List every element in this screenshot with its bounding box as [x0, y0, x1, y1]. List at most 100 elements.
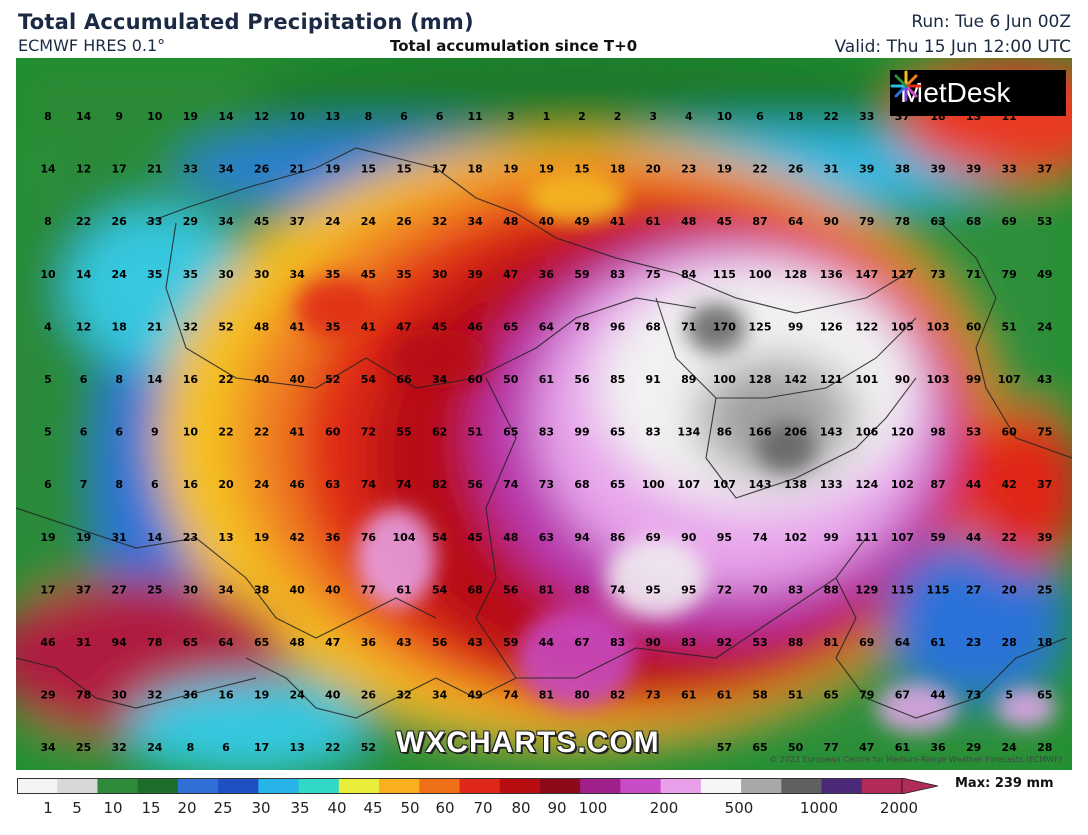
precipitation-map[interactable]: 8 14 9 10 19 14 12 10 13 8 6 6 11 3 1 2 2 3 4 10 6 18 22 33 37 18…: [16, 58, 1072, 770]
grid-value: 59: [503, 636, 518, 649]
grid-value: 37: [1037, 163, 1052, 176]
grid-value: 65: [752, 741, 767, 754]
grid-value: 6: [80, 426, 88, 439]
grid-value: 83: [610, 268, 625, 281]
grid-value: 47: [503, 268, 518, 281]
grid-value: 34: [290, 268, 306, 281]
grid-value: 128: [784, 268, 807, 281]
grid-value: 115: [927, 583, 950, 596]
grid-value: 30: [218, 268, 234, 281]
grid-value: 5: [44, 373, 52, 386]
grid-value: 77: [824, 741, 839, 754]
grid-value: 6: [222, 741, 230, 754]
grid-value: 68: [468, 583, 483, 596]
color-scale-segment: [97, 778, 139, 794]
grid-value: 48: [503, 531, 518, 544]
grid-value: 96: [610, 320, 626, 333]
color-scale-segment: [821, 778, 863, 794]
grid-value: 8: [115, 478, 123, 491]
metdesk-burst-icon: [890, 70, 922, 102]
grid-value: 98: [930, 426, 945, 439]
model-label: ECMWF HRES 0.1°: [18, 36, 166, 55]
grid-value: 49: [574, 215, 589, 228]
grid-value: 22: [218, 373, 233, 386]
grid-value: 39: [1037, 531, 1052, 544]
grid-value: 120: [891, 426, 914, 439]
color-scale-tick: 10: [103, 799, 123, 817]
grid-value: 17: [40, 583, 55, 596]
grid-value: 8: [44, 110, 52, 123]
grid-value: 60: [1002, 426, 1018, 439]
grid-value: 58: [752, 689, 767, 702]
grid-value: 24: [112, 268, 128, 281]
grid-value: 122: [855, 320, 878, 333]
grid-value: 37: [290, 215, 305, 228]
grid-value: 206: [784, 426, 807, 439]
grid-value: 55: [396, 426, 411, 439]
grid-value: 54: [432, 531, 448, 544]
grid-value: 61: [717, 689, 732, 702]
grid-value: 81: [539, 583, 554, 596]
grid-value: 88: [788, 636, 803, 649]
grid-value: 30: [183, 583, 199, 596]
grid-value: 37: [1037, 478, 1052, 491]
chart-title: Total Accumulated Precipitation (mm): [18, 10, 474, 34]
grid-value: 76: [361, 531, 377, 544]
grid-value: 74: [610, 583, 626, 596]
grid-value: 61: [646, 215, 661, 228]
grid-value: 38: [895, 163, 910, 176]
grid-value: 14: [76, 110, 92, 123]
grid-value: 13: [290, 741, 305, 754]
grid-value: 8: [44, 215, 52, 228]
grid-value: 133: [820, 478, 843, 491]
grid-value: 73: [646, 689, 661, 702]
grid-value: 17: [254, 741, 269, 754]
grid-value: 62: [432, 426, 447, 439]
color-scale-border: [17, 778, 902, 794]
valid-time: Valid: Thu 15 Jun 12:00 UTC: [834, 37, 1071, 57]
grid-value: 90: [895, 373, 911, 386]
grid-value: 10: [717, 110, 733, 123]
grid-value: 78: [574, 320, 589, 333]
grid-value: 53: [1037, 215, 1052, 228]
grid-value: 1: [543, 110, 551, 123]
grid-value: 8: [365, 110, 373, 123]
grid-value: 34: [468, 215, 484, 228]
grid-value: 6: [400, 110, 408, 123]
grid-value: 79: [859, 689, 874, 702]
grid-value: 27: [966, 583, 981, 596]
grid-value: 74: [503, 478, 519, 491]
grid-value: 12: [254, 110, 269, 123]
color-scale-tick: 100: [578, 799, 608, 817]
grid-value: 73: [966, 689, 981, 702]
grid-value: 74: [503, 689, 519, 702]
color-scale-segment: [700, 778, 742, 794]
grid-value: 42: [1002, 478, 1017, 491]
grid-value: 6: [436, 110, 444, 123]
grid-value: 90: [824, 215, 840, 228]
grid-value: 36: [539, 268, 555, 281]
grid-value: 125: [749, 320, 772, 333]
grid-value: 87: [930, 478, 945, 491]
grid-value: 100: [642, 478, 665, 491]
grid-value: 63: [930, 215, 945, 228]
grid-value: 90: [681, 531, 697, 544]
grid-value: 17: [112, 163, 127, 176]
grid-value: 38: [254, 583, 269, 596]
grid-value: 36: [930, 741, 946, 754]
grid-value: 35: [396, 268, 411, 281]
grid-value: 73: [930, 268, 945, 281]
grid-value: 68: [574, 478, 589, 491]
grid-value: 57: [717, 741, 732, 754]
grid-value: 49: [1037, 268, 1052, 281]
grid-value: 45: [361, 268, 376, 281]
grid-value: 99: [824, 531, 839, 544]
grid-value: 4: [685, 110, 693, 123]
grid-value: 18: [468, 163, 483, 176]
grid-value: 83: [788, 583, 803, 596]
color-scale-tick: 90: [547, 799, 567, 817]
grid-value: 35: [183, 268, 198, 281]
grid-value: 61: [681, 689, 696, 702]
grid-value: 40: [325, 689, 341, 702]
grid-value: 35: [147, 268, 162, 281]
